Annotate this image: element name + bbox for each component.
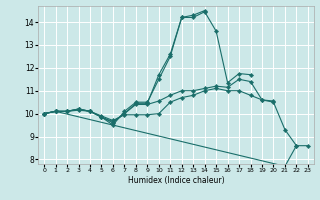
X-axis label: Humidex (Indice chaleur): Humidex (Indice chaleur) (128, 176, 224, 185)
